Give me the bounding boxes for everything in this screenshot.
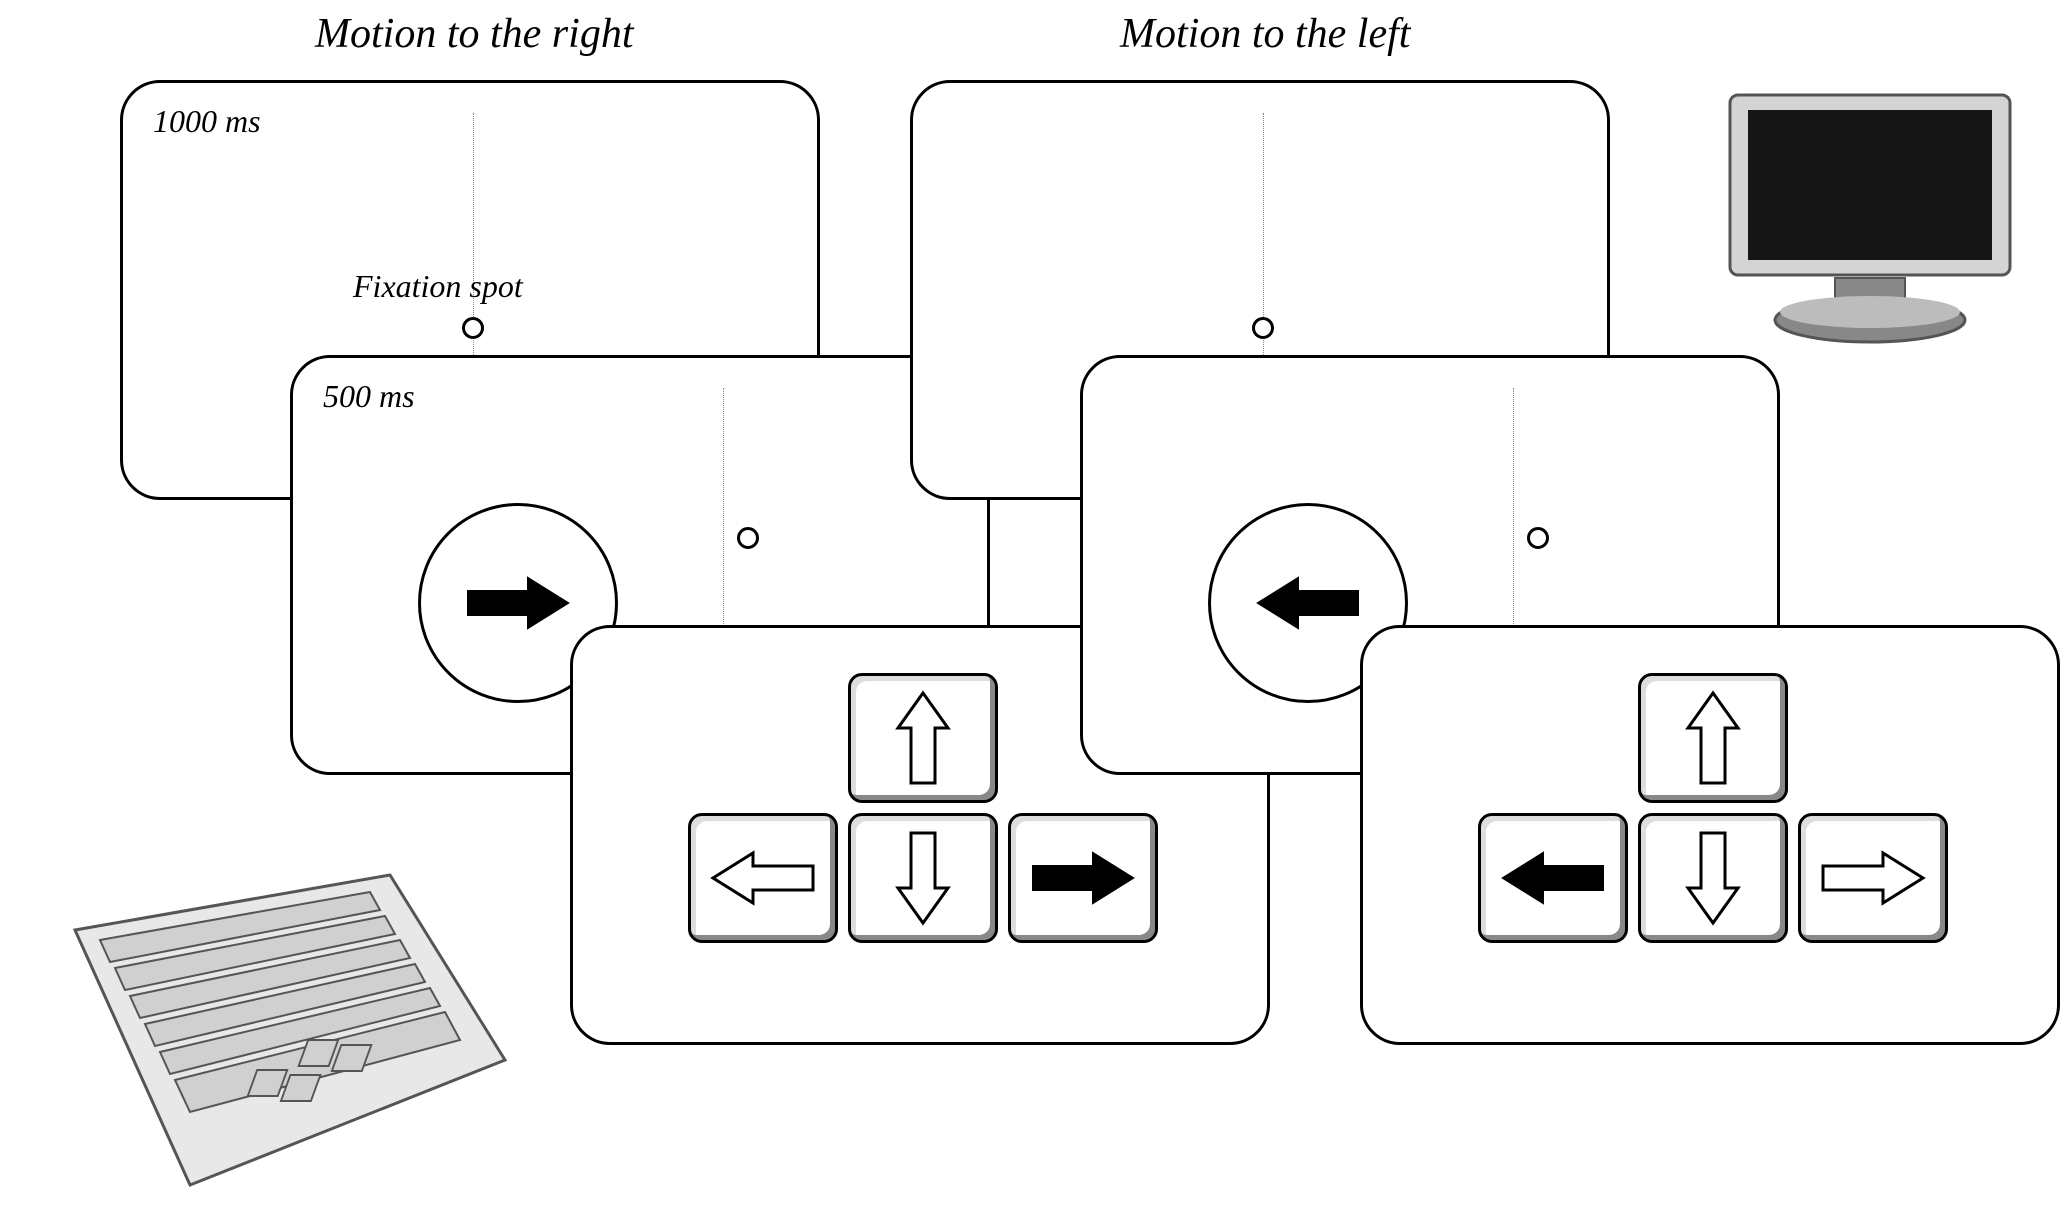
left-panel1-fixation-dot bbox=[462, 317, 484, 339]
key-right[interactable] bbox=[1798, 813, 1948, 943]
arrow-right-icon bbox=[463, 573, 573, 633]
key-left-active[interactable] bbox=[1478, 813, 1628, 943]
heading-left: Motion to the right bbox=[315, 10, 634, 58]
key-down[interactable] bbox=[848, 813, 998, 943]
arrow-up-icon bbox=[893, 688, 953, 788]
left-panel1-fix-label: Fixation spot bbox=[353, 268, 523, 305]
right-panel2-fixation-dot bbox=[1527, 527, 1549, 549]
arrow-down-icon bbox=[893, 828, 953, 928]
left-panel2-time-label: 500 ms bbox=[323, 378, 415, 415]
key-left[interactable] bbox=[688, 813, 838, 943]
key-up[interactable] bbox=[848, 673, 998, 803]
left-panel1-time-label: 1000 ms bbox=[153, 103, 261, 140]
arrow-right-filled-icon bbox=[1028, 848, 1138, 908]
arrow-up-icon bbox=[1683, 688, 1743, 788]
arrow-left-filled-icon bbox=[1498, 848, 1608, 908]
arrow-left-icon bbox=[1253, 573, 1363, 633]
key-down[interactable] bbox=[1638, 813, 1788, 943]
arrow-right-icon bbox=[1818, 848, 1928, 908]
arrow-down-icon bbox=[1683, 828, 1743, 928]
right-panel1-fixation-dot bbox=[1252, 317, 1274, 339]
keyboard-icon bbox=[70, 870, 510, 1190]
right-panel-keys bbox=[1360, 625, 2060, 1045]
heading-right: Motion to the left bbox=[1120, 10, 1410, 58]
key-right-active[interactable] bbox=[1008, 813, 1158, 943]
monitor-icon bbox=[1720, 90, 2020, 350]
arrow-left-icon bbox=[708, 848, 818, 908]
left-panel2-fixation-dot bbox=[737, 527, 759, 549]
key-up[interactable] bbox=[1638, 673, 1788, 803]
